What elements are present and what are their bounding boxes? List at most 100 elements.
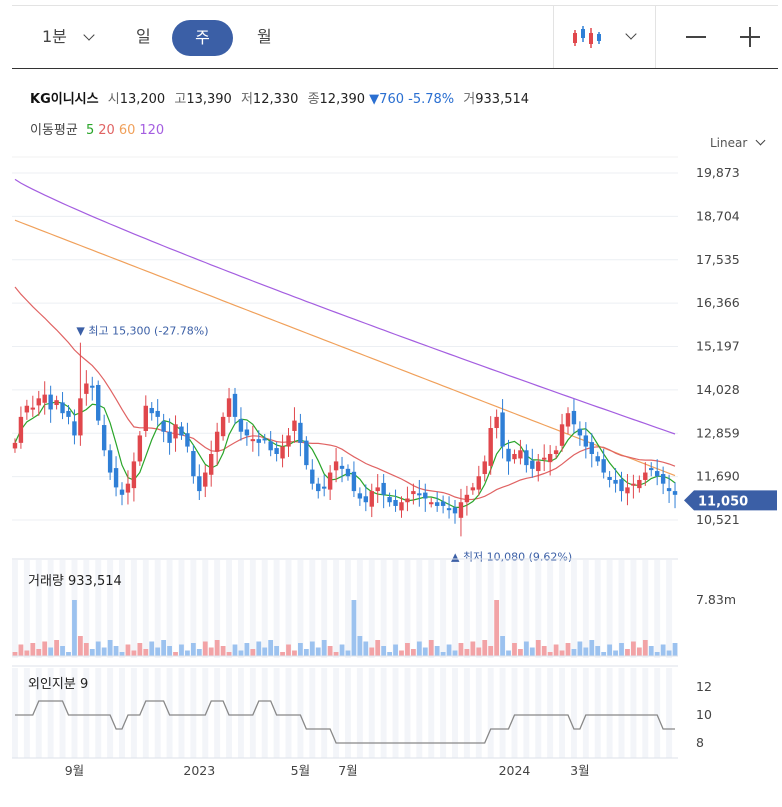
candle-body[interactable] <box>191 451 196 477</box>
candle-body[interactable] <box>274 448 279 454</box>
tab-week[interactable]: 주 <box>172 20 233 56</box>
candle-body[interactable] <box>90 385 95 388</box>
tab-month[interactable]: 월 <box>257 27 272 46</box>
candle-body[interactable] <box>524 450 529 466</box>
candle-body[interactable] <box>214 431 220 452</box>
candle-body[interactable] <box>660 474 666 484</box>
candle-body[interactable] <box>375 487 380 492</box>
candle-body[interactable] <box>12 442 18 449</box>
candle-body[interactable] <box>327 472 333 490</box>
candle-body[interactable] <box>333 461 339 471</box>
candle-body[interactable] <box>666 488 672 492</box>
candle-body[interactable] <box>601 459 606 473</box>
candle-body[interactable] <box>357 493 363 499</box>
candle-body[interactable] <box>96 384 101 421</box>
candle-body[interactable] <box>36 398 41 406</box>
candle-body[interactable] <box>363 496 369 503</box>
candle-body[interactable] <box>238 419 244 432</box>
candle-body[interactable] <box>631 483 636 486</box>
candle-body[interactable] <box>42 394 47 403</box>
candle-body[interactable] <box>654 471 660 477</box>
candle-body[interactable] <box>113 468 119 488</box>
candle-body[interactable] <box>381 482 386 495</box>
candle-body[interactable] <box>672 491 678 495</box>
candle-body[interactable] <box>583 435 589 447</box>
candle-body[interactable] <box>393 500 398 506</box>
candle-body[interactable] <box>351 471 357 492</box>
candle-body[interactable] <box>565 413 571 427</box>
candle-body[interactable] <box>72 421 77 436</box>
candle-body[interactable] <box>197 476 202 492</box>
candle-body[interactable] <box>60 402 65 414</box>
candlestick-icon[interactable] <box>572 24 604 50</box>
candle-body[interactable] <box>405 498 410 503</box>
candle-body[interactable] <box>411 491 416 495</box>
candle-body[interactable] <box>613 479 618 484</box>
candle-body[interactable] <box>452 507 458 514</box>
candle-body[interactable] <box>577 428 583 436</box>
candle-body[interactable] <box>649 468 654 471</box>
candle-body[interactable] <box>292 420 297 431</box>
candle-body[interactable] <box>18 416 24 443</box>
candle-body[interactable] <box>268 441 273 451</box>
candle-body[interactable] <box>423 492 428 499</box>
candle-body[interactable] <box>220 416 226 437</box>
candle-body[interactable] <box>173 424 178 439</box>
candle-body[interactable] <box>542 457 547 460</box>
candle-body[interactable] <box>476 476 481 490</box>
candle-body[interactable] <box>345 468 351 477</box>
candle-body[interactable] <box>54 400 59 406</box>
candle-body[interactable] <box>101 425 107 451</box>
candle-body[interactable] <box>232 393 238 417</box>
tab-day[interactable]: 일 <box>136 27 151 46</box>
candle-body[interactable] <box>262 438 267 441</box>
candle-body[interactable] <box>553 450 559 454</box>
candle-body[interactable] <box>203 472 208 487</box>
candle-body[interactable] <box>119 489 125 495</box>
candle-body[interactable] <box>321 486 327 489</box>
minus-icon[interactable] <box>686 36 706 38</box>
candle-body[interactable] <box>470 487 476 491</box>
candle-body[interactable] <box>512 453 517 460</box>
candle-body[interactable] <box>286 435 291 447</box>
candle-body[interactable] <box>530 460 535 469</box>
candle-body[interactable] <box>298 422 303 443</box>
candle-body[interactable] <box>149 407 154 414</box>
candle-body[interactable] <box>131 461 137 489</box>
candle-body[interactable] <box>643 472 648 480</box>
candle-body[interactable] <box>280 446 285 459</box>
candle-body[interactable] <box>250 439 256 442</box>
candle-body[interactable] <box>446 508 452 511</box>
candle-body[interactable] <box>506 448 511 462</box>
candle-body[interactable] <box>429 502 434 505</box>
candle-body[interactable] <box>167 431 172 443</box>
candle-body[interactable] <box>625 487 630 494</box>
candle-body[interactable] <box>66 410 71 417</box>
candle-body[interactable] <box>339 465 345 469</box>
candle-body[interactable] <box>619 479 624 492</box>
candle-body[interactable] <box>571 410 577 425</box>
candle-body[interactable] <box>316 483 321 492</box>
candle-body[interactable] <box>107 450 113 473</box>
candle-body[interactable] <box>179 426 184 436</box>
candle-body[interactable] <box>458 502 464 518</box>
scale-mode-button[interactable]: Linear <box>710 135 766 150</box>
candle-body[interactable] <box>310 469 315 484</box>
candle-body[interactable] <box>482 461 487 475</box>
candle-body[interactable] <box>589 442 594 454</box>
candle-body[interactable] <box>536 461 541 472</box>
candle-body[interactable] <box>304 440 309 466</box>
candle-body[interactable] <box>226 398 232 417</box>
candle-body[interactable] <box>547 453 553 463</box>
candle-body[interactable] <box>48 394 53 410</box>
candle-body[interactable] <box>84 383 89 394</box>
candle-body[interactable] <box>137 435 143 462</box>
candle-body[interactable] <box>494 416 499 429</box>
candle-body[interactable] <box>155 410 160 417</box>
candle-body[interactable] <box>30 407 36 410</box>
candle-body[interactable] <box>256 439 261 443</box>
candle-body[interactable] <box>399 502 404 511</box>
candle-body[interactable] <box>417 493 422 496</box>
candle-body[interactable] <box>24 405 30 413</box>
